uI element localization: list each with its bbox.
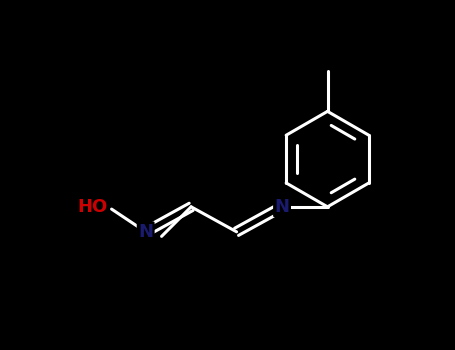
Text: N: N	[274, 198, 289, 216]
Text: HO: HO	[78, 198, 108, 216]
Text: N: N	[138, 223, 153, 241]
